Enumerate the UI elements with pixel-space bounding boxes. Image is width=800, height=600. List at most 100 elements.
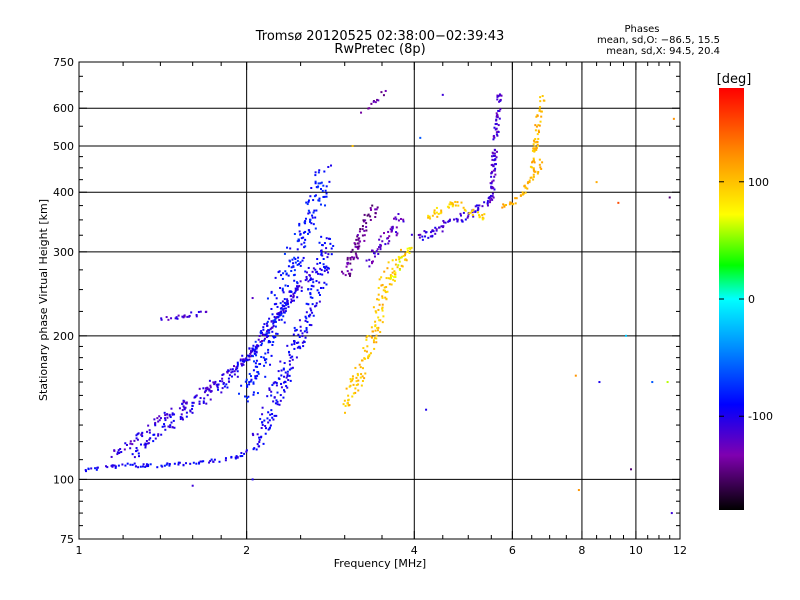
trace-point	[299, 233, 302, 236]
trace-point	[139, 443, 142, 446]
trace-point	[273, 315, 276, 318]
trace-point	[124, 464, 127, 467]
trace-point	[273, 396, 276, 399]
trace-point	[312, 281, 315, 284]
trace-point	[230, 375, 233, 378]
trace-point	[224, 457, 227, 460]
trace-point	[456, 218, 459, 221]
trace-point	[252, 348, 255, 351]
trace-point	[163, 417, 166, 420]
trace-point	[171, 412, 174, 415]
trace-point	[344, 274, 347, 277]
trace-point	[460, 201, 463, 204]
trace-point	[352, 258, 355, 261]
trace-point	[208, 461, 211, 464]
trace-point	[524, 191, 527, 194]
trace-point	[266, 395, 269, 398]
data-points	[84, 89, 675, 515]
trace-point	[526, 187, 529, 190]
trace-point	[119, 448, 122, 451]
trace-point	[349, 256, 352, 259]
trace-point	[533, 148, 536, 151]
trace-point	[201, 460, 204, 463]
trace-point	[194, 396, 197, 399]
trace-point	[349, 262, 352, 265]
trace-point	[284, 310, 287, 313]
trace-point	[391, 225, 394, 228]
trace-point	[315, 302, 318, 305]
trace-point	[260, 355, 263, 358]
trace-point	[312, 314, 315, 317]
trace-point	[363, 377, 366, 380]
trace-point	[387, 277, 390, 280]
trace-point	[272, 340, 275, 343]
trace-point	[226, 371, 229, 374]
trace-point	[299, 280, 302, 283]
trace-point	[264, 333, 267, 336]
scatter-point	[425, 408, 428, 411]
trace-point	[154, 424, 157, 427]
trace-point	[261, 339, 264, 342]
trace-point	[536, 114, 539, 117]
trace-point	[357, 238, 360, 241]
trace-point	[380, 244, 383, 247]
scatter-point	[191, 484, 194, 487]
trace-point	[276, 305, 279, 308]
trace-point	[460, 219, 463, 222]
trace-point	[271, 413, 274, 416]
trace-point	[534, 138, 537, 141]
trace-point	[110, 464, 113, 467]
trace-point	[159, 417, 162, 420]
trace-point	[530, 166, 533, 169]
trace-point	[494, 149, 497, 152]
trace-point	[252, 360, 255, 363]
trace-point	[490, 175, 493, 178]
trace-point	[308, 220, 311, 223]
trace-point	[401, 265, 404, 268]
trace-point	[281, 304, 284, 307]
trace-point	[160, 317, 163, 320]
trace-point	[189, 462, 192, 465]
trace-point	[141, 435, 144, 438]
trace-point	[374, 329, 377, 332]
trace-point	[280, 318, 283, 321]
trace-point	[325, 283, 328, 286]
trace-point	[391, 271, 394, 274]
trace-point	[278, 318, 281, 321]
trace-point	[493, 126, 496, 129]
trace-point	[290, 343, 293, 346]
trace-point	[198, 402, 201, 405]
trace-point	[240, 362, 243, 365]
trace-point	[361, 234, 364, 237]
trace-point	[305, 201, 308, 204]
trace-point	[322, 263, 325, 266]
y-tick-label: 100	[53, 473, 74, 486]
trace-point	[293, 273, 296, 276]
trace-point	[316, 258, 319, 261]
trace-point	[431, 214, 434, 217]
trace-point	[87, 467, 90, 470]
trace-point	[356, 257, 359, 260]
trace-point	[256, 433, 259, 436]
phase-info-o: mean, sd,O: −86.5, 15.5	[597, 35, 720, 46]
trace-point	[368, 265, 371, 268]
trace-point	[284, 381, 287, 384]
trace-point	[512, 203, 515, 206]
trace-point	[153, 433, 156, 436]
trace-point	[368, 353, 371, 356]
trace-point	[494, 154, 497, 157]
trace-point	[281, 277, 284, 280]
trace-point	[466, 216, 469, 219]
trace-point	[346, 256, 349, 259]
trace-point	[377, 308, 380, 311]
trace-point	[205, 402, 208, 405]
trace-point	[236, 363, 239, 366]
trace-point	[393, 273, 396, 276]
trace-point	[290, 367, 293, 370]
trace-point	[199, 460, 202, 463]
trace-point	[288, 368, 291, 371]
trace-point	[235, 455, 238, 458]
trace-point	[304, 279, 307, 282]
trace-point	[264, 361, 267, 364]
trace-point	[494, 167, 497, 170]
